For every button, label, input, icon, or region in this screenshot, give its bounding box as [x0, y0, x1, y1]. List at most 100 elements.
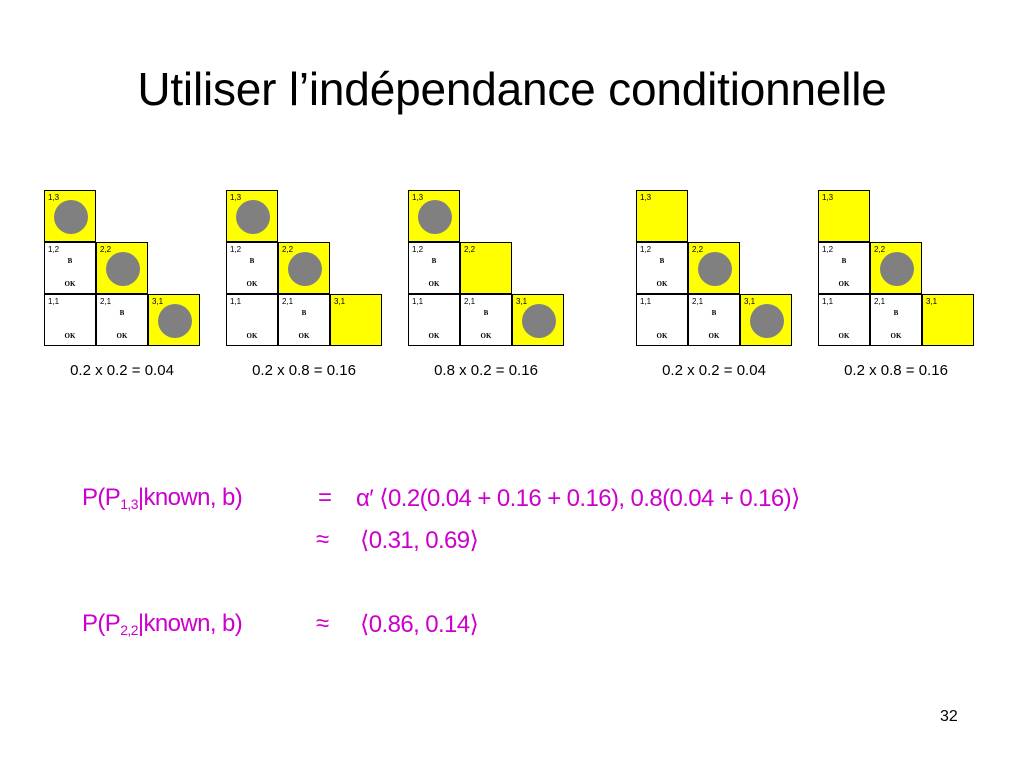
cell-label: 3,1	[926, 297, 938, 306]
pit-circle	[288, 252, 322, 286]
cell-label: 2,1	[874, 297, 886, 306]
cell-label: 1,2	[822, 245, 834, 254]
pit-configuration-grid-5: 1,3 1,2 B OK 2,2 1,1 OK 2,1 B OK 3,1	[818, 190, 974, 346]
cell-label: 1,3	[640, 193, 652, 202]
cell-label: 1,1	[48, 297, 60, 306]
cell-label: 1,2	[412, 245, 424, 254]
cell-label: 1,2	[48, 245, 60, 254]
ok-mark: OK	[64, 332, 76, 340]
cell-3-1: 3,1	[148, 294, 200, 346]
cell-2-2: 2,2	[278, 242, 330, 294]
equation-1-lhs: P(P1,3|known, b)	[82, 484, 243, 512]
ok-mark: OK	[428, 332, 440, 340]
cell-2-2: 2,2	[96, 242, 148, 294]
probability-caption-2: 0.2 x 0.8 = 0.16	[252, 362, 356, 379]
ok-mark: OK	[890, 332, 902, 340]
cell-3-1: 3,1	[922, 294, 974, 346]
breeze-mark: B	[119, 309, 125, 317]
equation-2-rhs: ⟨0.31, 0.69⟩	[360, 527, 479, 554]
cell-label: 1,2	[640, 245, 652, 254]
cell-2-1: 2,1 B OK	[870, 294, 922, 346]
probability-caption-4: 0.2 x 0.2 = 0.04	[662, 362, 766, 379]
cell-1-3: 1,3	[226, 190, 278, 242]
pit-circle	[750, 304, 784, 338]
cell-label: 2,1	[464, 297, 476, 306]
breeze-mark: B	[301, 309, 307, 317]
cell-2-1: 2,1 B OK	[688, 294, 740, 346]
ok-mark: OK	[246, 332, 258, 340]
cell-3-1: 3,1	[740, 294, 792, 346]
pit-circle	[236, 200, 270, 234]
equation-3-relation: ≈	[316, 610, 329, 637]
ok-mark: OK	[838, 332, 850, 340]
ok-mark: OK	[708, 332, 720, 340]
cell-3-1: 3,1	[512, 294, 564, 346]
eq1-lhs-subscript: 1,3	[120, 496, 138, 512]
cell-1-3: 1,3	[408, 190, 460, 242]
cell-1-3: 1,3	[44, 190, 96, 242]
cell-1-3: 1,3	[818, 190, 870, 242]
breeze-mark: B	[67, 257, 73, 265]
cell-label: 2,1	[282, 297, 294, 306]
eq3-lhs-suffix: |known, b)	[137, 610, 243, 637]
ok-mark: OK	[838, 280, 850, 288]
cell-label: 1,1	[230, 297, 242, 306]
probability-caption-1: 0.2 x 0.2 = 0.04	[70, 362, 174, 379]
cell-label: 1,3	[822, 193, 834, 202]
pit-circle	[54, 200, 88, 234]
pit-configuration-grid-2: 1,3 1,2 B OK 2,2 1,1 OK 2,1 B OK 3,1	[226, 190, 382, 346]
eq1-lhs-suffix: |known, b)	[137, 484, 243, 511]
probability-caption-3: 0.8 x 0.2 = 0.16	[434, 362, 538, 379]
cell-label: 2,2	[282, 245, 294, 254]
cell-1-2: 1,2 B OK	[226, 242, 278, 294]
cell-2-2: 2,2	[870, 242, 922, 294]
breeze-mark: B	[893, 309, 899, 317]
equation-1-rhs: α′ ⟨0.2(0.04 + 0.16 + 0.16), 0.8(0.04 + …	[356, 485, 800, 512]
cell-label: 2,1	[692, 297, 704, 306]
ok-mark: OK	[428, 280, 440, 288]
cell-label: 3,1	[744, 297, 756, 306]
cell-1-1: 1,1 OK	[636, 294, 688, 346]
pit-circle	[158, 304, 192, 338]
cell-2-1: 2,1 B OK	[278, 294, 330, 346]
breeze-mark: B	[249, 257, 255, 265]
cell-label: 1,3	[48, 193, 60, 202]
cell-1-2: 1,2 B OK	[818, 242, 870, 294]
cell-label: 2,2	[464, 245, 476, 254]
ok-mark: OK	[656, 332, 668, 340]
cell-1-1: 1,1 OK	[226, 294, 278, 346]
eq1-lhs-prefix: P(P	[82, 484, 121, 511]
pit-configuration-grid-3: 1,3 1,2 B OK 2,2 1,1 OK 2,1 B OK 3,1	[408, 190, 564, 346]
ok-mark: OK	[116, 332, 128, 340]
cell-3-1: 3,1	[330, 294, 382, 346]
pit-circle	[698, 252, 732, 286]
equation-3-lhs: P(P2,2|known, b)	[82, 610, 243, 638]
pit-configuration-grid-1: 1,3 1,2 B OK 2,2 1,1 OK 2,1 B OK 3,1	[44, 190, 200, 346]
cell-label: 1,3	[230, 193, 242, 202]
ok-mark: OK	[64, 280, 76, 288]
equation-1-relation: =	[318, 484, 332, 511]
pit-circle	[522, 304, 556, 338]
pit-circle	[106, 252, 140, 286]
cell-2-2: 2,2	[460, 242, 512, 294]
eq3-lhs-prefix: P(P	[82, 610, 121, 637]
cell-1-2: 1,2 B OK	[44, 242, 96, 294]
pit-circle	[418, 200, 452, 234]
cell-label: 3,1	[334, 297, 346, 306]
cell-1-1: 1,1 OK	[44, 294, 96, 346]
breeze-mark: B	[483, 309, 489, 317]
cell-label: 1,2	[230, 245, 242, 254]
breeze-mark: B	[841, 257, 847, 265]
pit-configuration-grid-4: 1,3 1,2 B OK 2,2 1,1 OK 2,1 B OK 3,1	[636, 190, 792, 346]
ok-mark: OK	[656, 280, 668, 288]
cell-2-1: 2,1 B OK	[460, 294, 512, 346]
cell-1-1: 1,1 OK	[818, 294, 870, 346]
cell-label: 1,1	[640, 297, 652, 306]
cell-label: 2,2	[874, 245, 886, 254]
equation-2-relation: ≈	[316, 526, 329, 553]
cell-label: 1,3	[412, 193, 424, 202]
cell-1-2: 1,2 B OK	[636, 242, 688, 294]
cell-1-1: 1,1 OK	[408, 294, 460, 346]
cell-label: 2,2	[692, 245, 704, 254]
pit-circle	[880, 252, 914, 286]
